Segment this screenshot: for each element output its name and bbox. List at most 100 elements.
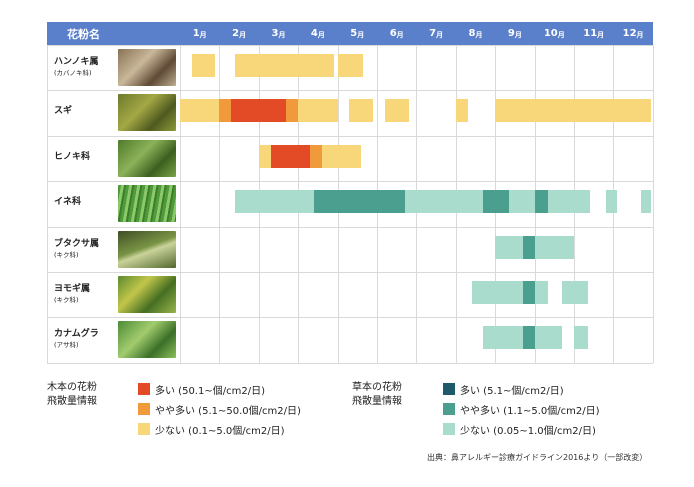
row-label-1: ハンノキ属 (カバノキ科) [54,57,99,79]
month-unit: 月 [514,31,522,39]
month-header-12: 12 月 [613,22,652,45]
month-header-10: 10 月 [535,22,574,45]
pollen-bar-low [495,99,651,123]
pollen-name: ハンノキ属 [54,57,99,67]
pollen-bar-high [270,144,310,168]
pollen-bar-mid [483,190,509,214]
legend-grass-label: 少ない (0.05~1.0個/cm2/日) [460,426,596,437]
pollen-bar-low [321,144,362,168]
pollen-plant-photo [118,185,176,223]
legend-grass-swatch [443,383,455,395]
legend-tree-title: 木本の花粉 飛散量情報 [47,381,97,409]
pollen-bar-mid [313,190,405,214]
pollen-bar-low [508,190,535,214]
legend-grass-label: 多い (5.1~個/cm2/日) [460,386,564,397]
pollen-bar-low [534,235,574,259]
pollen-bar-mid [522,281,535,304]
pollen-bar-low [471,281,523,304]
pollen-plant-photo [118,94,176,132]
grid-horizontal-line [47,362,653,364]
pollen-family: (キク科) [54,250,79,259]
legend-grass-title-line2: 飛散量情報 [352,396,402,407]
month-number: 2 [232,28,240,39]
pollen-bar-low [235,190,314,214]
pollen-family: (カバノキ科) [54,69,92,77]
pollen-bar-low [455,99,468,123]
header-month-bar [180,22,653,45]
pollen-bar-low [548,190,590,214]
month-unit: 月 [436,31,444,39]
pollen-bar-mid [522,326,535,350]
grid-horizontal-line [47,90,653,92]
legend-grass-title: 草本の花粉 飛散量情報 [352,381,402,409]
month-unit: 月 [239,31,247,39]
month-number: 7 [429,28,437,39]
month-number: 10 [543,28,558,39]
month-number: 11 [583,28,598,39]
pollen-name: ヨモギ属 [54,284,91,294]
pollen-plant-photo [118,230,176,268]
legend-tree-label: 多い (50.1~個/cm2/日) [155,386,265,397]
legend-tree-title-line1: 木本の花粉 [47,382,97,393]
legend-grass-label: やや多い (1.1~5.0個/cm2/日) [460,406,600,417]
legend-grass-swatch [443,423,455,435]
pollen-family: (キク科) [54,296,79,304]
month-unit: 月 [317,31,325,39]
grid-vertical-line [180,45,181,363]
month-unit: 月 [396,31,404,39]
pollen-bar-mid [310,144,322,168]
pollen-bar-low [298,99,338,123]
pollen-bar-low [235,54,334,77]
pollen-bar-low [605,190,618,214]
pollen-plant-photo [118,49,176,86]
grid-horizontal-line [47,181,653,183]
grid-horizontal-line [47,272,653,273]
grid-vertical-line [219,45,221,363]
legend-tree-swatch [138,403,150,415]
grid-horizontal-line [47,317,653,319]
pollen-bar-low [483,326,523,350]
pollen-bar-mid [219,99,232,123]
source-note: 出典：鼻アレルギー診療ガイドライン2016より（一部改変） [427,453,648,462]
legend-tree-title-line2: 飛散量情報 [47,396,97,407]
row-label-7: カナムグラ (アサ科) [54,329,99,351]
legend-grass-title-line1: 草本の花粉 [352,382,402,393]
month-number: 3 [271,28,279,39]
pollen-bar-low [640,190,651,214]
month-number: 8 [468,28,476,39]
pollen-bar-low [495,235,523,259]
grid-horizontal-line [47,226,653,228]
pollen-plant-photo [118,276,176,313]
row-label-3: ヒノキ科 [54,152,90,163]
row-label-2: スギ [54,106,72,117]
pollen-bar-low [191,54,216,77]
pollen-bar-low [258,144,271,168]
legend-tree-swatch [138,423,150,435]
month-unit: 月 [475,31,483,39]
pollen-bar-mid [534,190,549,214]
month-unit: 月 [199,31,207,39]
legend-tree-label: やや多い (5.1~50.0個/cm2/日) [155,406,301,417]
row-label-6: ヨモギ属 (キク科) [54,284,90,306]
month-unit: 月 [597,31,605,39]
legend-tree-label: 少ない (0.1~5.0個/cm2/日) [155,426,285,437]
pollen-plant-photo [118,321,176,359]
month-unit: 月 [278,31,286,39]
month-number: 12 [622,28,637,39]
pollen-bar-low [349,99,374,123]
month-unit: 月 [357,31,365,39]
pollen-plant-photo [118,139,176,177]
row-label-5: ブタクサ属 (キク科) [54,239,99,261]
pollen-name: イネ科 [54,197,82,208]
header-name-label: 花粉名 [47,22,180,45]
legend-grass-swatch [443,403,455,415]
month-number: 4 [310,28,318,39]
grid-vertical-line [652,45,654,363]
